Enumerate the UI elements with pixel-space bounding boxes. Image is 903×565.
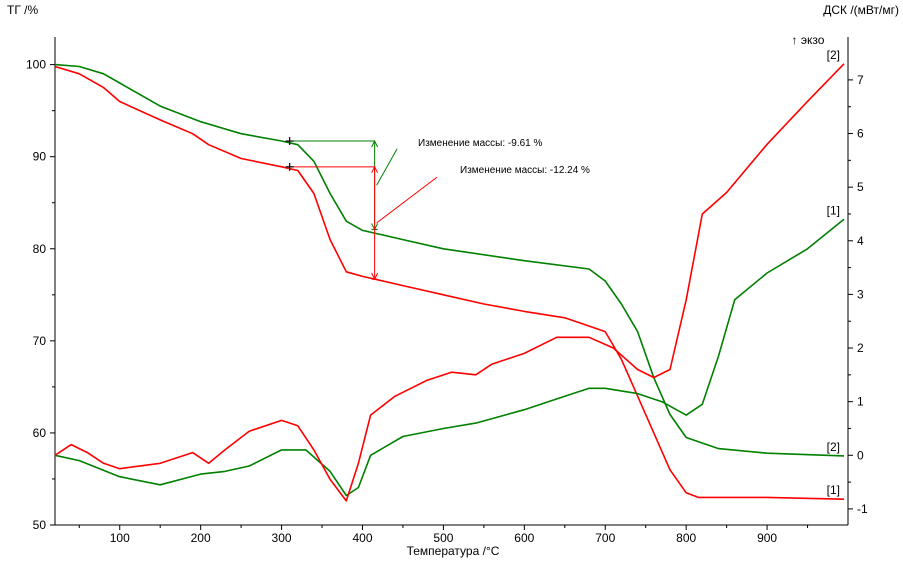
y-right-tick-label: 5 <box>857 180 864 194</box>
x-tick-label: 400 <box>352 531 372 545</box>
x-tick-label: 100 <box>110 531 130 545</box>
x-tick-label: 500 <box>433 531 453 545</box>
series-end-label: [1] <box>827 203 840 217</box>
series-end-label: [2] <box>827 440 840 454</box>
exo-label: ↑ экзо <box>792 33 825 47</box>
y-right-axis-label: ДСК /(мВт/мг) <box>823 3 899 17</box>
green-marker-arrow-up <box>371 139 379 148</box>
x-tick-label: 700 <box>595 531 615 545</box>
tg-curve-green <box>54 63 845 457</box>
annotation-marks <box>285 137 438 281</box>
y-left-tick-label: 70 <box>33 334 47 348</box>
y-left-axis-label: ТГ /% <box>7 3 38 17</box>
y-left-tick-label: 60 <box>33 426 47 440</box>
y-right-tick-label: 7 <box>857 73 864 87</box>
red-marker-arrow-down <box>371 272 379 281</box>
y-left-tick-label: 50 <box>33 518 47 532</box>
series-end-label: [2] <box>827 48 840 62</box>
axes: 100 200 300 400 500 600 700 800 9005060708090100… <box>26 37 868 545</box>
x-tick-label: 900 <box>757 531 777 545</box>
x-tick-label: 300 <box>272 531 292 545</box>
y-left-tick-label: 100 <box>26 58 46 72</box>
y-right-tick-label: 3 <box>857 287 864 301</box>
y-left-tick-label: 80 <box>33 242 47 256</box>
mass-change-annotation-green: Изменение массы: -9.61 % <box>418 138 542 149</box>
dsc-curve-green <box>54 218 845 497</box>
y-right-tick-label: 1 <box>857 395 864 409</box>
y-right-tick-label: 6 <box>857 127 864 141</box>
y-left-tick-label: 90 <box>33 150 47 164</box>
y-right-tick-label: -1 <box>857 502 868 516</box>
tg-curve-red <box>54 65 845 500</box>
x-axis-label: Температура /°C <box>407 544 500 558</box>
y-right-tick-label: 4 <box>857 234 864 248</box>
series-end-label: [1] <box>827 483 840 497</box>
y-right-tick-label: 2 <box>857 341 864 355</box>
x-tick-label: 800 <box>676 531 696 545</box>
red-leader-line <box>376 176 438 224</box>
green-leader-line <box>376 148 398 186</box>
dsc-curve-red <box>54 63 845 502</box>
y-right-tick-label: 0 <box>857 448 864 462</box>
mass-change-annotation-red: Изменение массы: -12.24 % <box>460 165 590 176</box>
red-marker-arrow-up <box>371 165 379 174</box>
x-tick-label: 600 <box>514 531 534 545</box>
x-tick-label: 200 <box>191 531 211 545</box>
series-group: [2] [1] [1] [2] <box>54 48 845 502</box>
